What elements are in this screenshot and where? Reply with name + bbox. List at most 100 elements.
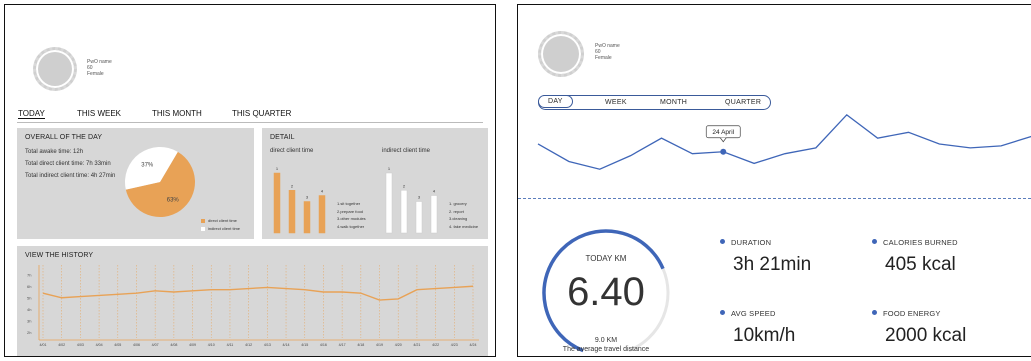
y-tick-label: 3h <box>27 318 31 323</box>
indirect-item: 2. report <box>449 208 464 214</box>
bar <box>385 172 393 234</box>
direct-item: 2.prepare food <box>337 208 364 214</box>
detail-section <box>262 128 488 239</box>
indirect-bar-chart: 1 2 3 4 <box>385 166 438 234</box>
x-tick-label: 4/16 <box>320 343 327 347</box>
x-tick-label: 4/03 <box>77 343 84 347</box>
profile-gender: Female <box>87 71 104 77</box>
calories-value: 405 kcal <box>885 254 956 275</box>
x-tick-label: 4/10 <box>208 343 215 347</box>
x-tick-label: 4/11 <box>227 343 234 347</box>
pie-slice-direct <box>125 151 195 217</box>
ring-progress <box>542 229 665 353</box>
bar-label: 3 <box>306 195 309 200</box>
indirect-item: 1. grocery <box>449 201 467 206</box>
today-km-label: TODAY KM <box>585 254 627 263</box>
bullet-icon <box>872 310 877 315</box>
highlight-point <box>720 148 727 155</box>
caregiver-dashboard-panel: PwO name 60 Female TODAY THIS WEEK THIS … <box>4 4 496 357</box>
x-tick-label: 4/15 <box>301 343 308 347</box>
profile-age: 60 <box>87 65 93 71</box>
goal-km: 9.0 KM <box>594 337 618 344</box>
bar <box>318 195 326 234</box>
tab-month[interactable]: MONTH <box>660 99 688 106</box>
callout-label: 24 April <box>712 129 734 136</box>
legend-direct: direct client time <box>208 218 237 223</box>
y-tick-label: 5h <box>27 295 31 300</box>
direct-activity-list: 1.sit together 2.prepare food 3.other mo… <box>337 200 366 230</box>
x-tick-label: 4/14 <box>283 343 290 347</box>
food-value: 2000 kcal <box>885 325 967 346</box>
x-tick-label: 4/20 <box>395 343 402 347</box>
calories-label: CALORIES BURNED <box>872 238 958 247</box>
tab-this-week[interactable]: THIS WEEK <box>77 109 122 118</box>
tab-quarter[interactable]: QUARTER <box>725 99 762 106</box>
speed-label: AVG SPEED <box>720 309 776 318</box>
trend-line <box>537 113 1031 170</box>
profile-age: 60 <box>595 49 601 55</box>
direct-item: 4.walk together <box>337 223 365 229</box>
dashed-divider <box>518 198 1031 199</box>
legend-swatch-direct <box>201 219 205 223</box>
pie-value-label: 37% <box>141 162 154 168</box>
profile-info: PwO name 60 Female <box>595 43 620 61</box>
bar-label: 4 <box>321 189 324 194</box>
tab-today[interactable]: TODAY <box>18 109 45 119</box>
x-tick-label: 4/08 <box>170 343 177 347</box>
bullet-icon <box>720 239 725 244</box>
overall-title: OVERALL OF THE DAY <box>25 134 103 141</box>
bar <box>400 190 408 234</box>
direct-item: 3.other modules <box>337 216 366 221</box>
y-tick-label: 7h <box>27 272 31 277</box>
ring-track <box>628 268 670 353</box>
x-tick-label: 4/17 <box>339 343 346 347</box>
period-tabs: DAY WEEK MONTH QUARTER <box>538 95 771 110</box>
tab-this-month[interactable]: THIS MONTH <box>152 109 202 118</box>
duration-value: 3h 21min <box>733 254 812 275</box>
awake-time: Total awake time: 12h <box>25 149 84 155</box>
bar-label: 4 <box>433 189 436 194</box>
duration-label: DURATION <box>720 238 771 247</box>
x-tick-label: 4/23 <box>451 343 458 347</box>
x-tick-label: 4/13 <box>264 343 271 347</box>
bar-label: 2 <box>291 183 294 188</box>
bar <box>273 172 281 234</box>
profile-name: PwO name <box>595 43 620 49</box>
activity-dashboard-panel: PwO name 60 Female DAY WEEK MONTH QUARTE… <box>517 4 1031 357</box>
direct-item: 1.sit together <box>337 201 361 206</box>
history-title: VIEW THE HISTORY <box>25 252 94 259</box>
tab-divider <box>17 122 483 123</box>
bar <box>288 190 296 234</box>
indirect-time: Total indirect client time: 4h 27min <box>25 173 116 179</box>
x-tick-label: 4/21 <box>413 343 420 347</box>
x-tick-label: 4/19 <box>376 343 383 347</box>
x-tick-label: 4/12 <box>245 343 252 347</box>
x-tick-label: 4/09 <box>189 343 196 347</box>
history-series-line <box>42 285 474 301</box>
tab-week[interactable]: WEEK <box>605 99 627 106</box>
bar-label: 1 <box>388 166 391 171</box>
pie-value-label: 63% <box>167 198 180 204</box>
y-tick-label: 2h <box>27 330 31 335</box>
bar <box>303 201 311 234</box>
bar <box>415 201 423 234</box>
y-tick-label: 4h <box>27 307 31 312</box>
duration-label-text: DURATION <box>731 238 772 247</box>
profile-info: PwO name 60 Female <box>87 59 112 77</box>
tab-day[interactable]: DAY <box>538 95 573 108</box>
avatar[interactable] <box>33 47 77 91</box>
bar <box>430 195 438 234</box>
bar-label: 3 <box>418 195 421 200</box>
history-section <box>17 246 488 356</box>
direct-time: Total direct client time: 7h 33min <box>25 161 111 167</box>
bullet-icon <box>720 310 725 315</box>
speed-value: 10km/h <box>733 325 796 346</box>
bullet-icon <box>872 239 877 244</box>
indirect-item: 3.cleaning <box>449 216 468 221</box>
y-tick-label: 6h <box>27 284 31 289</box>
tab-this-quarter[interactable]: THIS QUARTER <box>232 109 292 118</box>
profile-name: PwO name <box>87 59 112 65</box>
today-km-ring <box>542 229 670 353</box>
speed-label-text: AVG SPEED <box>731 309 776 318</box>
avatar[interactable] <box>538 31 584 77</box>
